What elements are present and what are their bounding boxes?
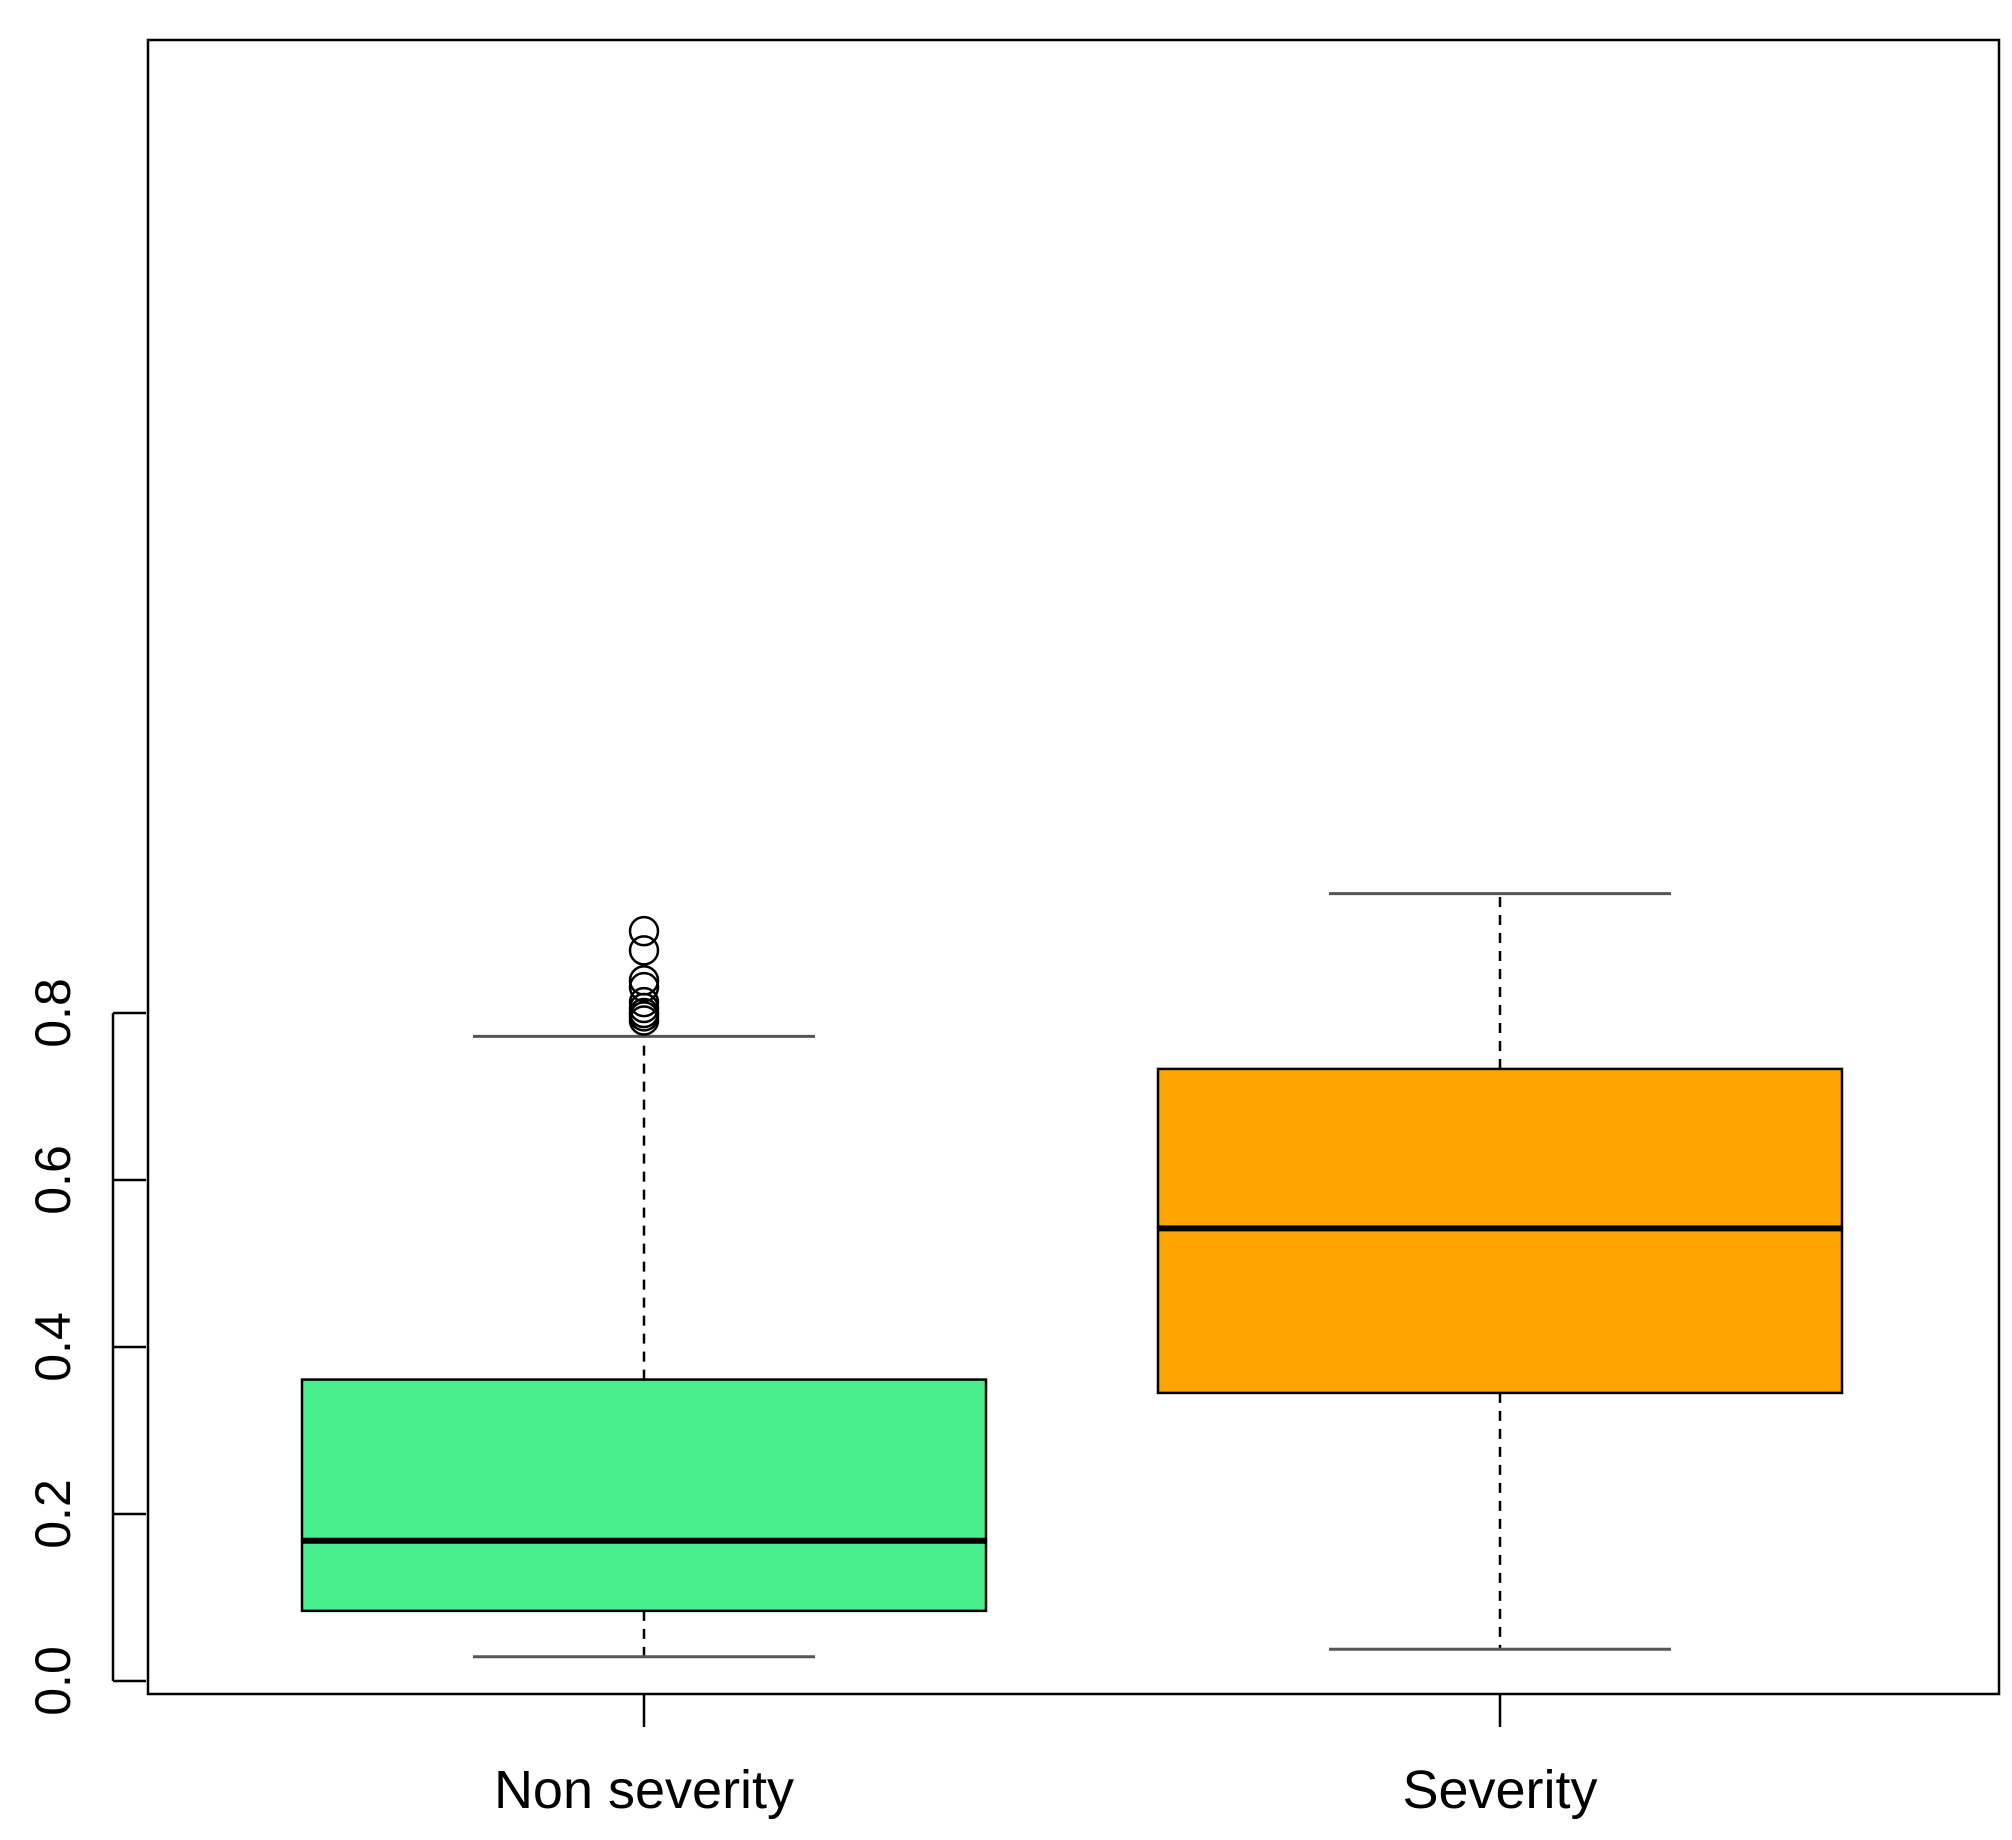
outlier-point-0-5 xyxy=(628,971,660,1003)
plot-frame xyxy=(146,38,2001,1696)
plot-area: 0.0 0.2 0.4 0.6 0.8 Non severity Severity xyxy=(25,38,2001,1820)
y-tick-label-1: 0.2 xyxy=(25,1479,81,1549)
y-tick-label-3: 0.6 xyxy=(25,1145,81,1215)
x-tick-label-0: Non severity xyxy=(494,1760,794,1820)
outlier-point-0-8 xyxy=(628,915,660,947)
x-tick-label-1: Severity xyxy=(1402,1760,1597,1820)
y-tick-label-0: 0.0 xyxy=(25,1646,81,1716)
outlier-point-0-4 xyxy=(628,986,660,1018)
outlier-point-0-7 xyxy=(628,935,660,966)
y-tick-label-4: 0.8 xyxy=(25,978,81,1048)
outlier-point-0-6 xyxy=(628,965,660,996)
box-0 xyxy=(300,1378,988,1613)
y-tick-label-2: 0.4 xyxy=(25,1312,81,1382)
